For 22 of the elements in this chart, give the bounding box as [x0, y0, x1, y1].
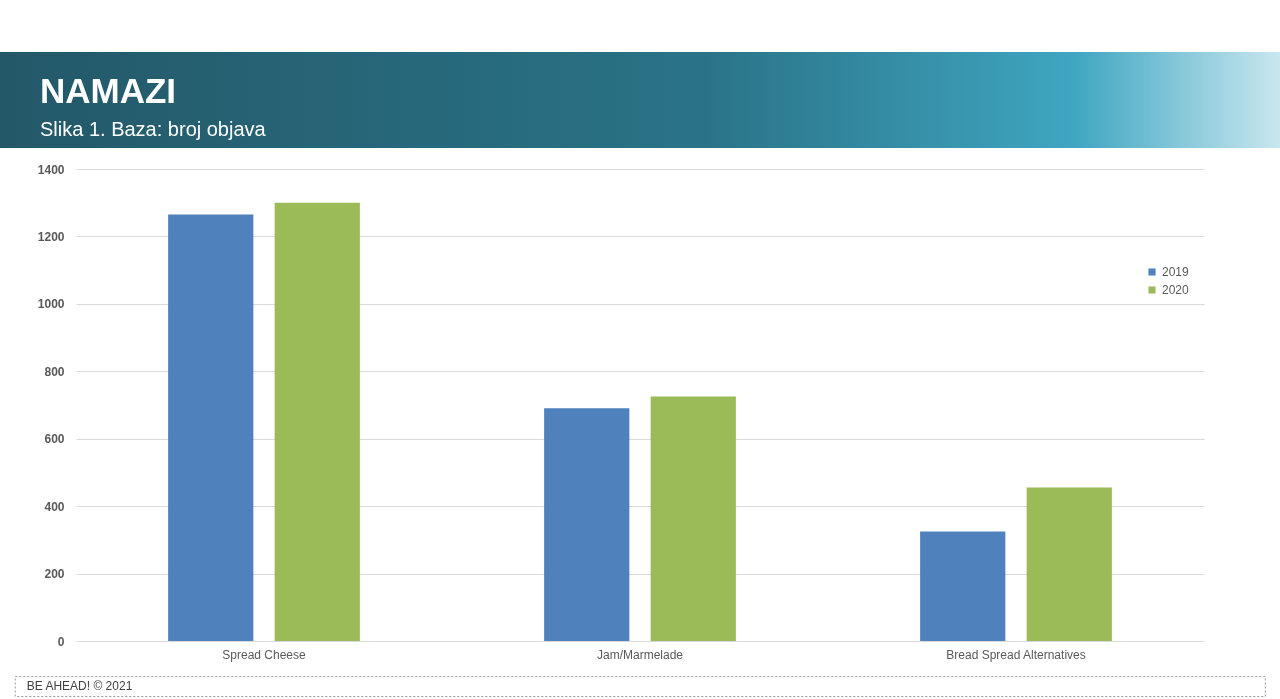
text: BE AHEAD! © 2021: [26, 679, 133, 693]
y-tick-label: 600: [44, 432, 65, 447]
bar: [544, 408, 630, 641]
y-tick-label: 800: [44, 364, 65, 379]
y-tick-label: 400: [44, 499, 65, 514]
bar: [274, 202, 360, 641]
y-tick-label: 1400: [37, 162, 65, 177]
chart-subtitle: Slika 1. Baza: broj objava: [40, 118, 267, 140]
y-tick-label: 200: [44, 567, 65, 582]
x-tick-label: Jam/Marmelade: [596, 647, 684, 662]
x-tick-label: Bread Spread Alternatives: [946, 647, 1086, 662]
y-tick-label: 1000: [37, 297, 65, 312]
bar: [1026, 487, 1112, 641]
bar: [168, 214, 254, 641]
x-tick-label: Spread Cheese: [222, 647, 307, 662]
bar: [920, 531, 1006, 641]
chart-title: NAMAZI: [40, 71, 177, 110]
legend-label: 2019: [1162, 265, 1190, 279]
y-tick-label: 1200: [37, 229, 65, 244]
legend-label: 2020: [1162, 283, 1190, 297]
bar: [650, 396, 736, 641]
y-tick-label: 0: [57, 634, 65, 649]
